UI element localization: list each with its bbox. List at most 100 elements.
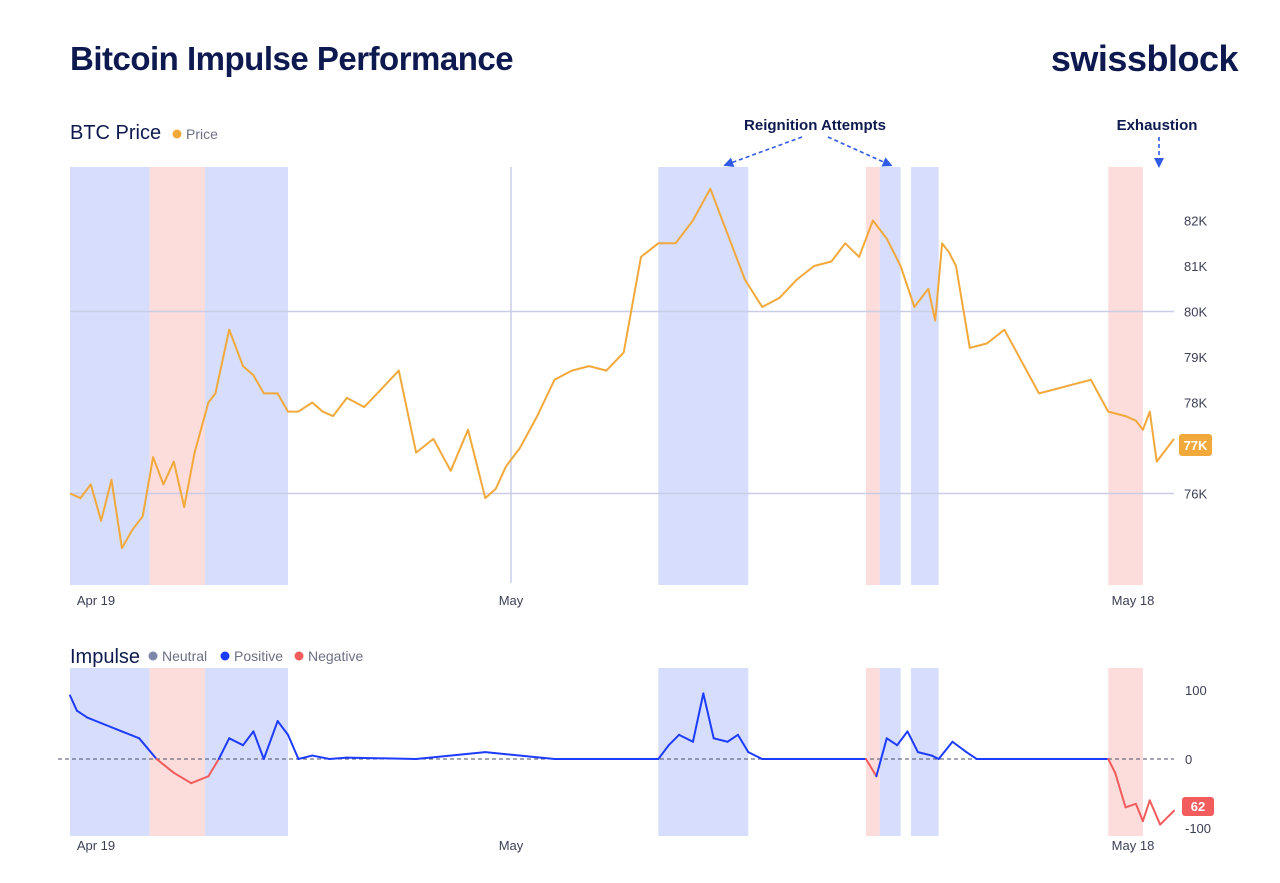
- impulse-y-tick: 100: [1185, 683, 1207, 698]
- impulse-series-segment: [916, 751, 933, 757]
- impulse-regime-band-positive: [879, 668, 901, 836]
- impulse-series-segment: [1134, 802, 1144, 823]
- impulse-series-segment: [864, 758, 878, 778]
- reignition-arrow-left: [723, 136, 803, 167]
- impulse-series-segment: [297, 754, 314, 760]
- impulse-series-segment: [736, 733, 750, 754]
- impulse-series-segment: [120, 730, 141, 740]
- price-y-tick: 79K: [1184, 350, 1207, 365]
- impulse-x-tick: May: [499, 838, 524, 853]
- price-x-tick: May: [499, 593, 524, 608]
- impulse-series-segment: [747, 751, 764, 760]
- impulse-series-segment: [207, 758, 220, 778]
- price-regime-band-positive: [910, 167, 939, 585]
- impulse-series-segment: [1107, 758, 1117, 774]
- impulse-series-segment: [1159, 809, 1175, 826]
- impulse-series-segment: [228, 737, 245, 747]
- legend-positive-label: Positive: [234, 648, 283, 664]
- impulse-series-segment: [702, 692, 715, 740]
- impulse-regime-band-negative: [149, 668, 205, 836]
- impulse-series-segment: [415, 751, 487, 760]
- impulse-series-segment: [138, 737, 158, 760]
- impulse-series-segment: [262, 720, 279, 760]
- price-y-tick: 78K: [1184, 396, 1207, 411]
- impulse-series-segment: [667, 733, 681, 747]
- impulse-x-tick: Apr 19: [77, 838, 115, 853]
- impulse-series-segment: [69, 694, 78, 712]
- impulse-x-tick: May 18: [1112, 838, 1155, 853]
- price-regime-band-negative: [865, 167, 880, 585]
- impulse-last-value-label: 62: [1191, 799, 1205, 814]
- impulse-series-segment: [930, 754, 940, 760]
- impulse-regime-band-positive: [204, 668, 289, 836]
- impulse-last-value-badge: [1182, 797, 1214, 816]
- annotation-exhaustion: Exhaustion: [1117, 117, 1198, 134]
- legend-positive-dot: [220, 651, 230, 661]
- legend-price-dot: [172, 129, 182, 139]
- impulse-series-segment: [1124, 802, 1137, 809]
- impulse-series-segment: [276, 720, 290, 736]
- impulse-series-segment: [252, 730, 265, 760]
- impulse-series-segment: [875, 737, 888, 778]
- annotation-reignition: Reignition Attempts: [744, 117, 886, 134]
- price-last-value-label: 77K: [1184, 438, 1208, 453]
- impulse-series-segment: [217, 737, 231, 760]
- impulse-series-segment: [885, 737, 899, 747]
- impulse-regime-band-positive: [70, 668, 150, 836]
- legend-neutral-label: Neutral: [162, 648, 207, 664]
- page-title: Bitcoin Impulse Performance: [70, 40, 514, 77]
- price-regime-band-positive: [204, 167, 289, 585]
- impulse-series-segment: [691, 692, 705, 743]
- impulse-series-segment: [484, 751, 556, 760]
- impulse-series-segment: [1148, 799, 1162, 826]
- impulse-series-segment: [896, 730, 909, 747]
- price-regime-band-positive: [70, 167, 150, 585]
- impulse-series-segment: [155, 758, 175, 774]
- impulse-y-tick: 0: [1185, 752, 1192, 767]
- impulse-series-segment: [287, 733, 300, 760]
- impulse-series-segment: [328, 756, 348, 760]
- price-last-value-badge: [1179, 434, 1212, 456]
- legend-negative-label: Negative: [308, 648, 363, 664]
- impulse-series-segment: [906, 730, 919, 754]
- impulse-series-segment: [345, 756, 418, 760]
- price-regime-band-negative: [149, 167, 205, 585]
- impulse-series-segment: [1114, 771, 1127, 809]
- legend-neutral-dot: [148, 651, 158, 661]
- impulse-series-segment: [965, 751, 978, 760]
- impulse-series-segment: [75, 709, 89, 719]
- impulse-series-segment: [103, 723, 123, 733]
- brand-logo: swissblock: [1050, 38, 1239, 79]
- impulse-series-segment: [242, 730, 255, 747]
- impulse-regime-band-positive: [910, 668, 939, 836]
- impulse-series-segment: [657, 744, 670, 760]
- legend-price-label: Price: [186, 126, 218, 142]
- price-y-tick: 82K: [1184, 214, 1207, 229]
- price-y-tick: 76K: [1184, 487, 1207, 502]
- impulse-series-segment: [726, 733, 739, 743]
- price-y-tick: 81K: [1184, 259, 1207, 274]
- reignition-arrow-right: [827, 136, 893, 167]
- impulse-series-segment: [1141, 799, 1151, 823]
- impulse-series-segment: [190, 775, 210, 785]
- price-regime-band-positive: [879, 167, 901, 585]
- price-regime-band-positive: [658, 167, 749, 585]
- impulse-y-tick: -100: [1185, 821, 1211, 836]
- price-regime-band-negative: [1108, 167, 1143, 585]
- price-chart-title: BTC Price: [70, 122, 161, 144]
- price-x-tick: Apr 19: [77, 593, 115, 608]
- impulse-series-segment: [951, 740, 968, 754]
- impulse-series-segment: [311, 754, 331, 760]
- impulse-series-segment: [937, 740, 954, 760]
- impulse-chart-title: Impulse: [70, 646, 140, 668]
- legend-negative-dot: [294, 651, 304, 661]
- price-y-tick: 80K: [1184, 305, 1207, 320]
- price-series-line: [69, 187, 1175, 550]
- impulse-series-segment: [678, 733, 694, 743]
- impulse-series-segment: [86, 716, 106, 726]
- impulse-series-segment: [172, 771, 193, 785]
- impulse-regime-band-negative: [865, 668, 880, 836]
- impulse-series-segment: [712, 737, 729, 743]
- price-x-tick: May 18: [1112, 593, 1155, 608]
